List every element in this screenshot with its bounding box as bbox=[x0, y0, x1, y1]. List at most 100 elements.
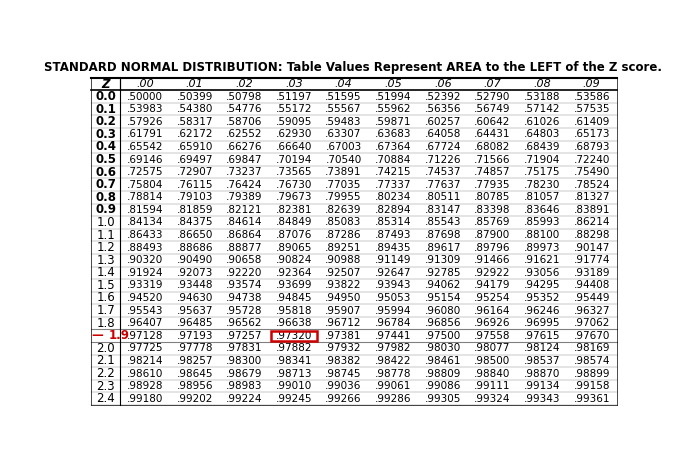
Text: .91309: .91309 bbox=[424, 255, 461, 265]
Text: .98840: .98840 bbox=[474, 368, 510, 378]
Text: .80234: .80234 bbox=[375, 192, 411, 202]
Text: .54380: .54380 bbox=[177, 104, 213, 114]
Text: .85993: .85993 bbox=[524, 218, 560, 228]
Text: 1.9: 1.9 bbox=[109, 329, 129, 342]
Text: .84849: .84849 bbox=[276, 218, 312, 228]
Text: .87900: .87900 bbox=[474, 230, 510, 240]
Text: .98610: .98610 bbox=[127, 368, 163, 378]
Text: .02: .02 bbox=[235, 79, 253, 89]
Text: .94295: .94295 bbox=[524, 281, 560, 290]
Text: .94845: .94845 bbox=[276, 293, 312, 303]
Text: .53188: .53188 bbox=[524, 91, 560, 101]
Text: 0.2: 0.2 bbox=[96, 115, 116, 128]
Text: .81327: .81327 bbox=[574, 192, 610, 202]
Text: .70194: .70194 bbox=[276, 154, 312, 165]
Text: .99202: .99202 bbox=[177, 393, 213, 404]
Text: .78814: .78814 bbox=[127, 192, 163, 202]
Text: .98928: .98928 bbox=[127, 381, 163, 391]
Text: .05: .05 bbox=[385, 79, 402, 89]
Text: .88100: .88100 bbox=[524, 230, 560, 240]
Text: .08: .08 bbox=[533, 79, 551, 89]
Text: .69847: .69847 bbox=[226, 154, 263, 165]
Text: .88877: .88877 bbox=[226, 243, 263, 253]
Text: 2.2: 2.2 bbox=[96, 367, 115, 380]
Text: 0.8: 0.8 bbox=[95, 191, 116, 204]
Text: .60257: .60257 bbox=[424, 117, 461, 127]
Text: .76424: .76424 bbox=[226, 180, 263, 190]
Text: .98713: .98713 bbox=[276, 368, 312, 378]
Text: 1.5: 1.5 bbox=[96, 279, 115, 292]
Text: —: — bbox=[92, 329, 103, 342]
Text: 1.4: 1.4 bbox=[96, 266, 115, 279]
Text: .59095: .59095 bbox=[276, 117, 312, 127]
Text: .87698: .87698 bbox=[424, 230, 461, 240]
Text: 0.1: 0.1 bbox=[96, 103, 116, 116]
Text: .54776: .54776 bbox=[226, 104, 263, 114]
Text: .67003: .67003 bbox=[325, 142, 362, 152]
Text: .91924: .91924 bbox=[127, 268, 163, 278]
Text: .97615: .97615 bbox=[524, 331, 560, 341]
Text: .97670: .97670 bbox=[574, 331, 610, 341]
Text: .90490: .90490 bbox=[177, 255, 213, 265]
Text: .95154: .95154 bbox=[424, 293, 461, 303]
Text: .69497: .69497 bbox=[176, 154, 213, 165]
Text: .93699: .93699 bbox=[276, 281, 312, 290]
Text: .53586: .53586 bbox=[574, 91, 610, 101]
Text: .99286: .99286 bbox=[375, 393, 411, 404]
Text: 1.1: 1.1 bbox=[96, 228, 115, 242]
Text: 1.0: 1.0 bbox=[96, 216, 115, 229]
Text: .90658: .90658 bbox=[226, 255, 263, 265]
Text: .99036: .99036 bbox=[325, 381, 362, 391]
Text: .09: .09 bbox=[583, 79, 601, 89]
Text: .75804: .75804 bbox=[127, 180, 163, 190]
Text: .63307: .63307 bbox=[325, 129, 362, 139]
Text: .95728: .95728 bbox=[226, 306, 263, 316]
Text: .99245: .99245 bbox=[276, 393, 312, 404]
Text: .78524: .78524 bbox=[574, 180, 610, 190]
Text: .99361: .99361 bbox=[574, 393, 610, 404]
Text: .84614: .84614 bbox=[226, 218, 263, 228]
Text: .94738: .94738 bbox=[226, 293, 263, 303]
Text: .85543: .85543 bbox=[424, 218, 461, 228]
Text: .93822: .93822 bbox=[325, 281, 362, 290]
Text: .59871: .59871 bbox=[375, 117, 411, 127]
Text: .96784: .96784 bbox=[375, 318, 411, 328]
Text: .06: .06 bbox=[434, 79, 452, 89]
Text: .74857: .74857 bbox=[474, 167, 510, 177]
Text: .97982: .97982 bbox=[375, 343, 411, 353]
Text: .66640: .66640 bbox=[276, 142, 312, 152]
Text: 0.9: 0.9 bbox=[95, 203, 116, 216]
Text: .87286: .87286 bbox=[325, 230, 362, 240]
Text: .96562: .96562 bbox=[226, 318, 263, 328]
Text: .76730: .76730 bbox=[276, 180, 312, 190]
Text: .99224: .99224 bbox=[226, 393, 263, 404]
Text: .77035: .77035 bbox=[325, 180, 362, 190]
Text: Z: Z bbox=[102, 78, 110, 90]
Text: .96856: .96856 bbox=[424, 318, 461, 328]
Text: .89973: .89973 bbox=[524, 243, 560, 253]
Text: .55172: .55172 bbox=[276, 104, 312, 114]
Text: 2.3: 2.3 bbox=[96, 380, 115, 393]
Text: .61026: .61026 bbox=[524, 117, 560, 127]
Text: .98300: .98300 bbox=[226, 356, 262, 366]
Text: .98257: .98257 bbox=[176, 356, 213, 366]
Text: .53983: .53983 bbox=[127, 104, 163, 114]
Text: .87076: .87076 bbox=[276, 230, 312, 240]
Text: .64058: .64058 bbox=[424, 129, 461, 139]
Text: .97831: .97831 bbox=[226, 343, 263, 353]
Text: .99343: .99343 bbox=[524, 393, 560, 404]
Text: .57535: .57535 bbox=[574, 104, 610, 114]
Text: .92073: .92073 bbox=[177, 268, 213, 278]
Text: .92785: .92785 bbox=[424, 268, 461, 278]
Text: .82894: .82894 bbox=[375, 205, 411, 215]
Text: .58706: .58706 bbox=[226, 117, 263, 127]
Text: .78230: .78230 bbox=[524, 180, 560, 190]
Text: .71226: .71226 bbox=[424, 154, 461, 165]
Text: .86214: .86214 bbox=[574, 218, 610, 228]
Text: .63683: .63683 bbox=[375, 129, 411, 139]
Text: .95818: .95818 bbox=[276, 306, 312, 316]
Text: .97441: .97441 bbox=[375, 331, 411, 341]
Text: .98030: .98030 bbox=[424, 343, 461, 353]
Text: .95637: .95637 bbox=[176, 306, 213, 316]
Text: .67724: .67724 bbox=[424, 142, 461, 152]
